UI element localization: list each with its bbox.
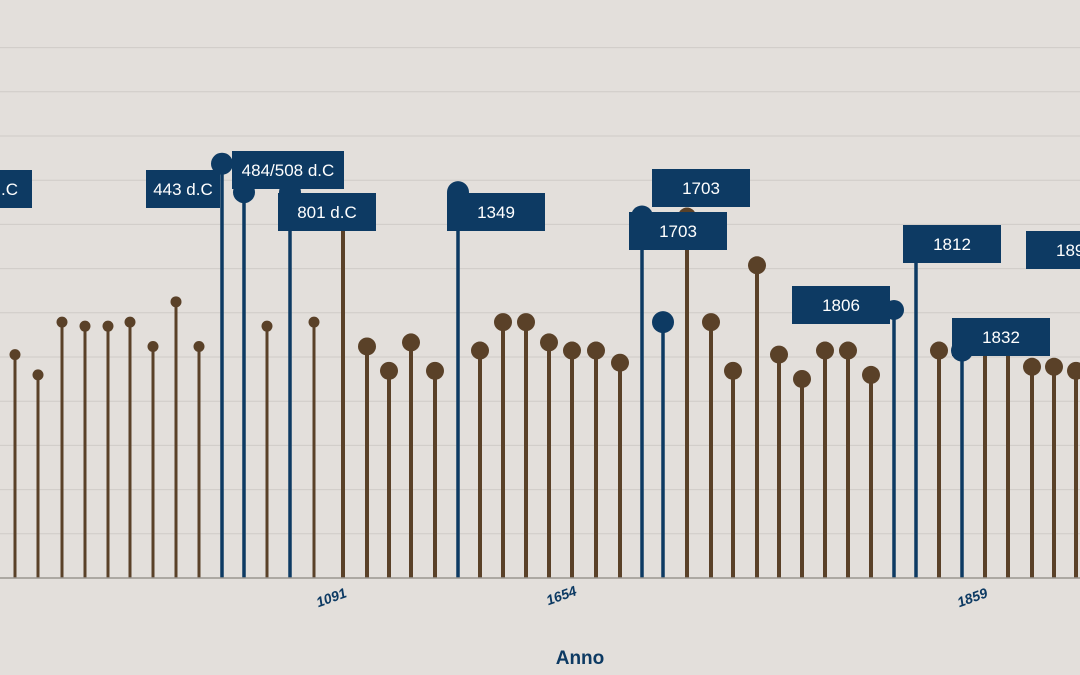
data-point: [9, 349, 21, 361]
annotation-label: 1812: [933, 235, 971, 254]
x-tick-label: 1654: [544, 582, 579, 608]
data-point: [193, 340, 205, 352]
annotation-box: [146, 170, 220, 208]
annotation-label: 1806: [822, 296, 860, 315]
data-point: [702, 313, 720, 332]
annotation-box: [952, 318, 1050, 356]
data-point: [170, 296, 182, 308]
annotation-box: [232, 151, 344, 189]
data-point: [1067, 361, 1080, 380]
data-point: [79, 320, 91, 332]
grid-lines: [0, 47, 1080, 535]
highlight-point: [211, 152, 233, 175]
annotation-labels: 443 d.C 484/508 d.C 801 d.C 1349 1703 1703 180…: [0, 151, 1080, 356]
data-point: [261, 320, 273, 332]
data-point: [426, 361, 444, 380]
data-point: [587, 341, 605, 360]
annotation-box: [903, 225, 1001, 263]
data-point: [930, 341, 948, 360]
data-point: [724, 361, 742, 380]
annotation-label: 1832: [982, 328, 1020, 347]
data-point: [494, 313, 512, 332]
annotation-box-partial-left: [0, 170, 32, 208]
data-point: [816, 341, 834, 360]
annotation-box: [629, 212, 727, 250]
data-point: [517, 313, 535, 332]
data-point: [1023, 357, 1041, 376]
data-point: [839, 341, 857, 360]
data-point: [380, 361, 398, 380]
data-point: [308, 316, 320, 328]
data-point: [102, 320, 114, 332]
annotation-box: [447, 193, 545, 231]
data-point: [793, 369, 811, 388]
annotation-box: [652, 169, 750, 207]
x-tick-label: 1859: [955, 584, 990, 610]
data-point: [124, 316, 136, 328]
data-point: [540, 333, 558, 352]
data-point: [147, 340, 159, 352]
annotation-label: 801 d.C: [297, 203, 357, 222]
data-point: [402, 333, 420, 352]
x-axis-title: Anno: [556, 648, 605, 669]
highlight-point: [652, 311, 674, 334]
data-point: [471, 341, 489, 360]
annotation-label: 1703: [682, 179, 720, 198]
annotation-box: [278, 193, 376, 231]
annotation-label: 443 d.C: [153, 180, 213, 199]
data-point: [358, 337, 376, 356]
data-point: [862, 365, 880, 384]
data-point: [748, 256, 766, 275]
x-tick-label: 1091: [314, 584, 349, 610]
annotation-label: 484/508 d.C: [242, 161, 335, 180]
data-point: [563, 341, 581, 360]
data-point: [32, 369, 44, 381]
data-point: [1045, 357, 1063, 376]
data-point: [56, 316, 68, 328]
annotation-label: 1349: [477, 203, 515, 222]
annotation-label-partial-right: 189: [1056, 241, 1080, 260]
annotation-label-partial-left: .C: [1, 180, 18, 199]
data-point: [770, 345, 788, 364]
annotation-box-partial-right: [1026, 231, 1080, 269]
x-tick-labels: 1091 1654 1859: [314, 582, 990, 610]
annotation-label: 1703: [659, 222, 697, 241]
annotation-box: [792, 286, 890, 324]
data-point: [611, 353, 629, 372]
